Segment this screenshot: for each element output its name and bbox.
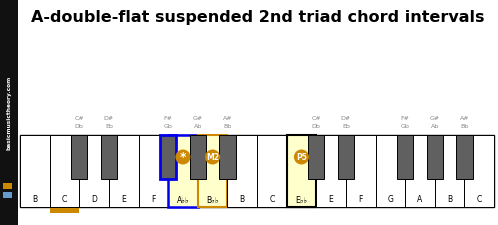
Text: Db: Db	[75, 124, 84, 130]
Bar	[375, 135, 405, 207]
Bar	[190, 135, 206, 179]
Bar	[101, 135, 117, 179]
Bar	[346, 135, 375, 207]
Text: D: D	[91, 196, 97, 205]
Bar	[219, 135, 236, 179]
Bar	[168, 135, 198, 207]
Bar	[0, 0, 18, 225]
Bar	[464, 135, 494, 207]
Text: P5: P5	[296, 153, 307, 162]
Text: B: B	[32, 196, 37, 205]
Bar	[198, 135, 228, 207]
Bar	[79, 135, 109, 207]
Text: C: C	[269, 196, 274, 205]
Text: F#: F#	[164, 117, 173, 122]
Bar	[160, 135, 176, 179]
Bar	[50, 135, 79, 207]
Text: Db: Db	[312, 124, 321, 130]
Text: C#: C#	[74, 117, 84, 122]
Text: D#: D#	[104, 117, 114, 122]
Text: Gb: Gb	[164, 124, 173, 130]
Text: C: C	[62, 196, 67, 205]
Bar	[308, 135, 324, 179]
Text: basicmusictheory.com: basicmusictheory.com	[6, 75, 11, 150]
Text: F: F	[151, 196, 155, 205]
Bar	[3, 192, 12, 198]
Text: G#: G#	[430, 117, 440, 122]
Text: C: C	[477, 196, 482, 205]
Text: E♭♭: E♭♭	[295, 196, 307, 205]
Text: Gb: Gb	[401, 124, 409, 130]
Bar	[50, 208, 79, 213]
Text: B: B	[240, 196, 245, 205]
Bar	[3, 183, 12, 189]
Text: G: G	[387, 196, 393, 205]
Bar	[397, 135, 413, 179]
Bar	[338, 135, 354, 179]
Text: G#: G#	[193, 117, 203, 122]
Bar	[228, 135, 257, 207]
Bar	[316, 135, 346, 207]
Text: Eb: Eb	[105, 124, 113, 130]
Text: B♭♭: B♭♭	[206, 196, 219, 205]
Text: C#: C#	[311, 117, 321, 122]
Text: *: *	[180, 151, 186, 164]
Bar	[287, 135, 316, 207]
Text: A-double-flat suspended 2nd triad chord intervals: A-double-flat suspended 2nd triad chord …	[31, 10, 485, 25]
Text: D#: D#	[341, 117, 351, 122]
Text: A#: A#	[460, 117, 469, 122]
Text: E: E	[329, 196, 334, 205]
Circle shape	[175, 149, 190, 164]
Bar	[427, 135, 443, 179]
Bar	[160, 135, 176, 179]
Text: B: B	[447, 196, 452, 205]
Text: Eb: Eb	[342, 124, 350, 130]
Text: F#: F#	[401, 117, 409, 122]
Bar	[20, 135, 494, 207]
Bar	[138, 135, 168, 207]
Bar	[20, 135, 50, 207]
Text: E: E	[122, 196, 126, 205]
Bar	[109, 135, 138, 207]
Circle shape	[294, 149, 309, 164]
Bar	[435, 135, 464, 207]
Bar	[71, 135, 87, 179]
Text: A#: A#	[223, 117, 232, 122]
Text: A: A	[417, 196, 423, 205]
Text: A♭♭: A♭♭	[177, 196, 189, 205]
Text: M2: M2	[206, 153, 219, 162]
Bar	[257, 135, 287, 207]
Text: Ab: Ab	[431, 124, 439, 130]
Bar	[405, 135, 435, 207]
Text: Ab: Ab	[194, 124, 202, 130]
Text: F: F	[359, 196, 363, 205]
Bar	[456, 135, 473, 179]
Text: Bb: Bb	[223, 124, 232, 130]
Text: Bb: Bb	[460, 124, 469, 130]
Circle shape	[205, 149, 220, 164]
